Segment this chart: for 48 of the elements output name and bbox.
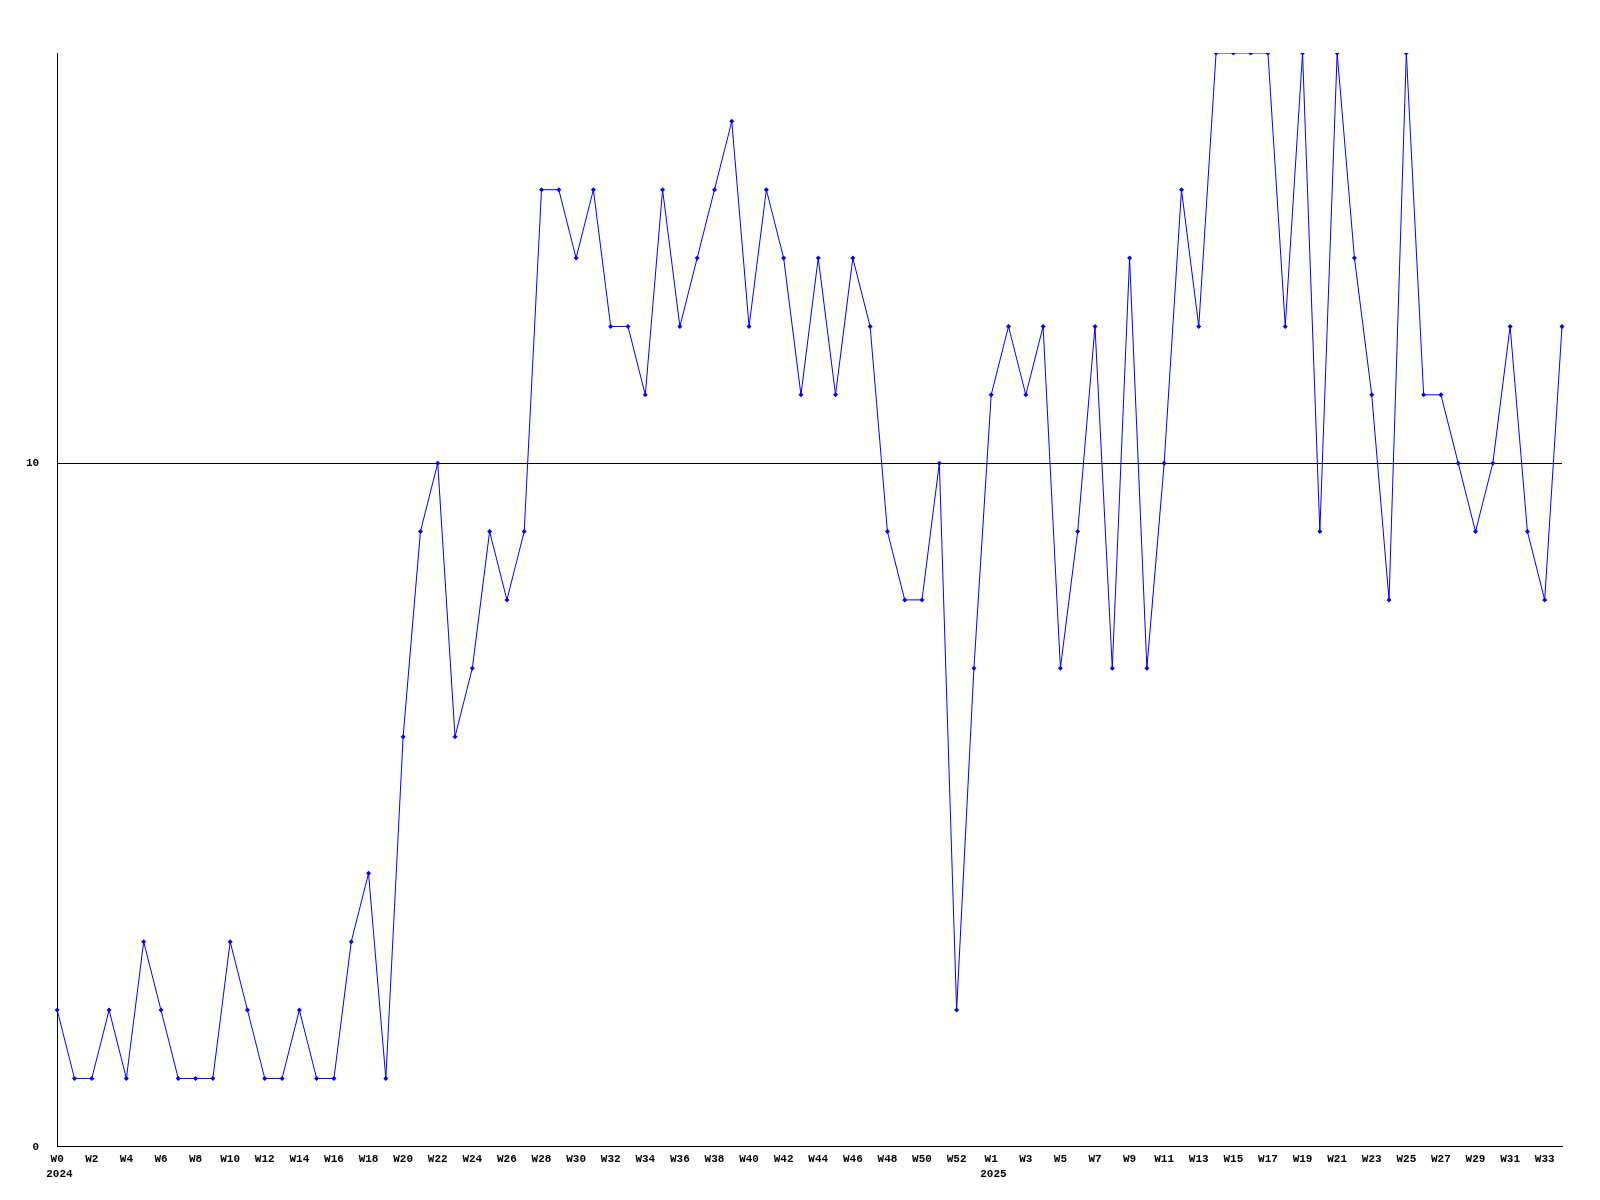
x-tick-label: W30 xyxy=(566,1153,586,1166)
x-tick-label: W22 xyxy=(427,1153,448,1166)
x-tick-label: W31 xyxy=(1500,1153,1521,1166)
x-tick-label: W9 xyxy=(1122,1153,1137,1166)
x-tick-label: W20 xyxy=(393,1153,414,1166)
x-tick-label: W50 xyxy=(912,1153,932,1166)
x-tick-label: W19 xyxy=(1292,1153,1313,1166)
x-tick-label: W17 xyxy=(1258,1153,1278,1166)
x-tick-label: W12 xyxy=(254,1153,275,1166)
x-tick-label: W0 xyxy=(50,1153,64,1166)
x-tick-label: W28 xyxy=(531,1153,552,1166)
x-tick-label: W23 xyxy=(1361,1153,1383,1166)
x-tick-label: W1 xyxy=(984,1153,999,1166)
text: 2025 xyxy=(980,1168,1008,1181)
x-tick-label: W21 xyxy=(1327,1153,1348,1166)
x-tick-label: W33 xyxy=(1534,1153,1555,1166)
x-tick-label: W18 xyxy=(358,1153,379,1166)
x-tick-label: W29 xyxy=(1465,1153,1486,1166)
x-tick-label: W16 xyxy=(324,1153,344,1166)
x-tick-label: W4 xyxy=(119,1153,134,1166)
x-tick-label: W34 xyxy=(635,1153,656,1166)
x-tick-label: W11 xyxy=(1154,1153,1175,1166)
x-tick-label: W13 xyxy=(1188,1153,1210,1166)
y-tick-label: 0 xyxy=(32,1140,40,1153)
x-tick-label: W52 xyxy=(946,1153,967,1166)
x-tick-label: W32 xyxy=(600,1153,621,1166)
x-tick-label: W3 xyxy=(1019,1153,1033,1166)
x-tick-label: W24 xyxy=(462,1153,483,1166)
x-tick-label: W25 xyxy=(1396,1153,1417,1166)
x-tick-label: W7 xyxy=(1088,1153,1102,1166)
x-tick-label: W48 xyxy=(877,1153,898,1166)
text: 2024 xyxy=(46,1168,74,1181)
x-tick-label: W38 xyxy=(704,1153,725,1166)
x-tick-label: W36 xyxy=(669,1153,690,1166)
x-tick-label: W44 xyxy=(808,1153,829,1166)
x-tick-label: W10 xyxy=(220,1153,241,1166)
x-tick-label: W46 xyxy=(842,1153,863,1166)
x-tick-label: W14 xyxy=(289,1153,310,1166)
x-tick-label: W15 xyxy=(1223,1153,1244,1166)
x-tick-label: W5 xyxy=(1053,1153,1068,1166)
x-tick-label: W2 xyxy=(85,1153,99,1166)
x-tick-label: W6 xyxy=(154,1153,168,1166)
x-tick-label: W27 xyxy=(1431,1153,1451,1166)
x-tick-label: W8 xyxy=(188,1153,203,1166)
y-tick-label: 10 xyxy=(26,456,40,469)
x-tick-label: W42 xyxy=(773,1153,794,1166)
x-tick-label: W26 xyxy=(497,1153,517,1166)
x-tick-label: W40 xyxy=(739,1153,759,1166)
